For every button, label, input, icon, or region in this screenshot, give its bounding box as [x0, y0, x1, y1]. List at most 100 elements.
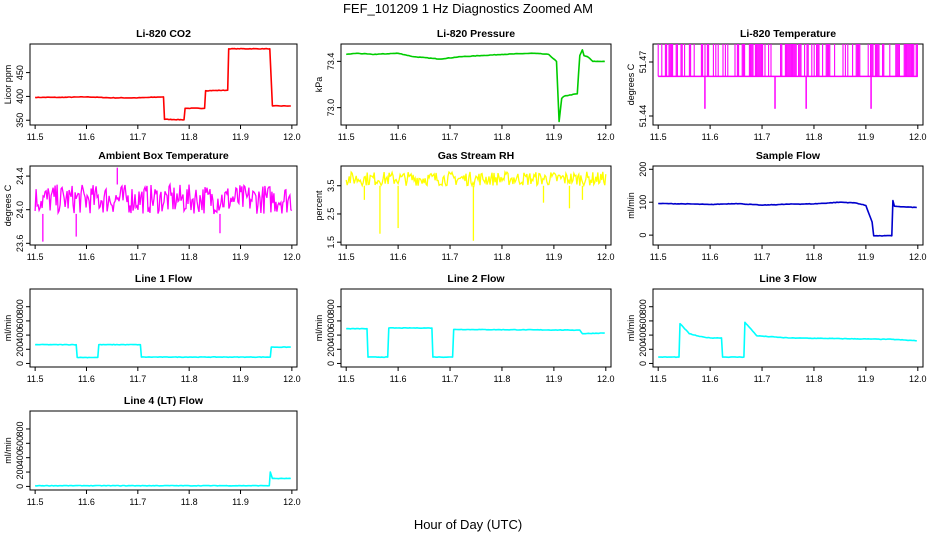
y-axis-label: kPa	[314, 77, 324, 93]
y-tick-label: 400	[15, 450, 25, 465]
x-tick-label: 11.6	[78, 252, 95, 262]
x-tick-label: 11.5	[27, 374, 44, 384]
y-tick-label: 200	[638, 342, 648, 357]
x-tick-label: 11.9	[545, 132, 562, 142]
y-tick-label: 400	[638, 328, 648, 343]
x-tick-label: 11.8	[806, 252, 823, 262]
x-tick-label: 11.7	[129, 374, 146, 384]
y-axis-label: degrees C	[3, 184, 13, 226]
x-tick-label: 12.0	[909, 132, 927, 142]
y-tick-label: 0	[638, 361, 648, 366]
x-tick-label: 11.6	[702, 132, 719, 142]
x-tick-label: 11.8	[181, 252, 198, 262]
x-tick-label: 11.6	[78, 497, 95, 507]
plot-frame	[29, 288, 298, 368]
figure-x-axis-label: Hour of Day (UTC)	[413, 517, 523, 532]
chart-panel-7: Line 1 Flow 11.5 11.6 11.7 11.8 11.9 12.0 0 2004…	[3, 273, 301, 384]
y-tick-label: 200	[638, 162, 648, 177]
y-tick-label: 800	[638, 299, 648, 314]
y-tick-label: 400	[326, 328, 336, 343]
y-axis-label: ml/min	[3, 315, 13, 342]
x-tick-label: 11.6	[702, 374, 719, 384]
chart-panel-8: Line 2 Flow 11.5 11.6 11.7 11.8 11.9 12.0 0 2004…	[314, 273, 615, 384]
y-tick-label: 400	[15, 328, 25, 343]
chart-panel-9: Line 3 Flow 11.5 11.6 11.7 11.8 11.9 12.0 0 2004…	[626, 273, 927, 384]
y-axis-label: ml/min	[314, 315, 324, 342]
y-tick-label: 800	[15, 299, 25, 314]
x-tick-label: 11.9	[232, 132, 249, 142]
x-tick-label: 12.0	[597, 132, 615, 142]
y-tick-label: 600	[15, 436, 25, 451]
plot-frame	[652, 165, 924, 246]
chart-panel-1: Li-820 CO2 11.5 11.6 11.7 11.8 11.9 12.0 350 400…	[3, 28, 301, 142]
panel-title: Ambient Box Temperature	[98, 150, 229, 162]
plot-frame	[29, 410, 298, 491]
y-axis-label: ml/min	[626, 192, 636, 219]
x-tick-label: 11.7	[129, 252, 146, 262]
plot-frame	[652, 288, 924, 368]
y-tick-label: 350	[15, 113, 25, 128]
x-tick-label: 11.9	[857, 132, 874, 142]
x-tick-label: 11.5	[27, 132, 44, 142]
x-tick-label: 11.6	[390, 252, 407, 262]
x-tick-label: 11.9	[232, 497, 249, 507]
y-tick-label: 51.44	[638, 105, 648, 128]
series-line	[657, 44, 918, 77]
series-line	[658, 321, 917, 359]
plot-frame	[29, 165, 298, 246]
x-tick-label: 11.9	[545, 252, 562, 262]
x-tick-label: 11.8	[181, 374, 198, 384]
x-tick-label: 11.7	[754, 132, 771, 142]
y-tick-label: 450	[15, 65, 25, 80]
y-tick-label: 200	[15, 465, 25, 480]
x-tick-label: 11.5	[650, 132, 667, 142]
y-tick-label: 600	[326, 313, 336, 328]
y-axis-label: ml/min	[3, 437, 13, 464]
y-tick-label: 0	[638, 233, 648, 238]
x-tick-label: 11.5	[27, 252, 44, 262]
x-tick-label: 11.8	[806, 132, 823, 142]
x-tick-label: 11.9	[232, 252, 249, 262]
x-tick-label: 11.8	[806, 374, 823, 384]
chart-panel-6: Sample Flow 11.5 11.6 11.7 11.8 11.9 12.0 0 100 2…	[626, 150, 927, 262]
y-tick-label: 2.5	[326, 208, 336, 221]
x-tick-label: 11.7	[754, 374, 771, 384]
x-tick-label: 11.5	[338, 132, 355, 142]
series-line	[658, 199, 917, 237]
panel-title: Line 1 Flow	[135, 273, 193, 285]
y-tick-label: 200	[15, 342, 25, 357]
x-tick-label: 11.7	[129, 497, 146, 507]
x-tick-label: 11.6	[390, 132, 407, 142]
series-line	[346, 327, 605, 359]
y-tick-label: 1.5	[326, 236, 336, 249]
x-tick-label: 11.5	[338, 252, 355, 262]
series-line	[345, 170, 607, 188]
panel-title: Li-820 Temperature	[740, 28, 836, 40]
x-tick-label: 11.8	[494, 374, 511, 384]
x-tick-label: 12.0	[909, 252, 927, 262]
x-tick-label: 11.5	[650, 374, 667, 384]
y-tick-label: 400	[15, 89, 25, 104]
y-tick-label: 100	[638, 195, 648, 210]
panel-title: Line 2 Flow	[447, 273, 505, 285]
y-axis-label: degrees C	[626, 63, 636, 105]
x-tick-label: 11.6	[702, 252, 719, 262]
x-tick-label: 12.0	[283, 252, 301, 262]
x-tick-label: 12.0	[283, 497, 301, 507]
x-tick-label: 12.0	[597, 374, 615, 384]
y-axis-label: percent	[314, 190, 324, 221]
y-tick-label: 73.4	[326, 53, 336, 71]
chart-panel-3: Li-820 Temperature 11.5 11.6 11.7 11.8 11.9 12…	[626, 28, 927, 142]
panel-title: Line 4 (LT) Flow	[124, 395, 204, 407]
series-line	[34, 47, 291, 121]
panel-title: Gas Stream RH	[438, 150, 514, 162]
x-tick-label: 11.7	[442, 374, 459, 384]
y-tick-label: 0	[15, 361, 25, 366]
x-tick-label: 11.8	[181, 132, 198, 142]
x-tick-label: 12.0	[597, 252, 615, 262]
x-tick-label: 11.5	[338, 374, 355, 384]
plot-frame	[340, 288, 612, 368]
y-tick-label: 23.6	[15, 235, 25, 253]
figure-title: FEF_101209 1 Hz Diagnostics Zoomed AM	[342, 1, 593, 16]
panel-title: Li-820 CO2	[136, 28, 191, 40]
